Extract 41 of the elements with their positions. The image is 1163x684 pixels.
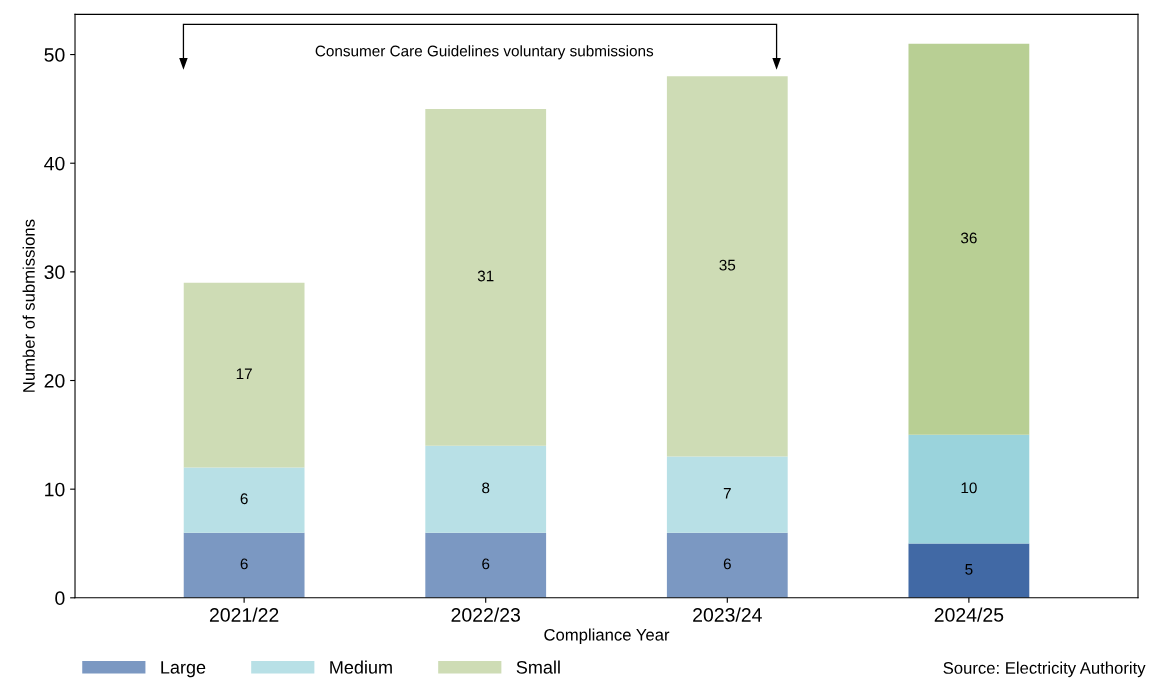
bar — [183, 467, 305, 533]
bar — [183, 282, 305, 468]
bar — [425, 445, 547, 533]
data-label: 31 — [477, 270, 494, 282]
data-label: 36 — [960, 232, 977, 244]
y-tick-label: 40 — [44, 156, 65, 171]
legend-label: Large — [161, 661, 206, 678]
annotation: Consumer Care Guidelines voluntary submissions — [315, 45, 654, 60]
bar — [425, 532, 547, 598]
x-tick-label: 2024/25 — [934, 607, 1004, 622]
x-tick-label: 2023/24 — [693, 607, 762, 622]
data-label: 6 — [240, 558, 248, 570]
bar — [908, 43, 1030, 435]
bar — [908, 434, 1030, 544]
data-label: 6 — [723, 558, 731, 570]
y-tick-label: 20 — [44, 373, 65, 388]
data-label: 6 — [482, 558, 490, 570]
bar — [666, 532, 788, 598]
y-axis-title: Number of submissions — [22, 219, 35, 392]
data-label: 7 — [723, 488, 731, 499]
data-label: 17 — [236, 368, 252, 380]
bar — [666, 76, 788, 457]
x-tick-label: 2021/22 — [209, 607, 279, 622]
y-tick-label: 50 — [44, 48, 65, 62]
data-label: 35 — [719, 259, 736, 271]
bar — [425, 108, 547, 446]
y-tick-label: 0 — [55, 591, 65, 606]
x-tick-label: 2022/23 — [451, 607, 520, 622]
bar — [666, 456, 788, 533]
bar — [183, 532, 305, 598]
y-tick-label: 30 — [44, 265, 65, 280]
data-label: 6 — [240, 493, 248, 505]
data-label: 10 — [961, 482, 977, 494]
y-tick-label: 10 — [45, 482, 65, 497]
legend-label: Medium — [330, 660, 392, 674]
source-note: Source: Electricity Authority — [943, 661, 1146, 678]
data-label: 5 — [965, 564, 973, 575]
x-axis-title: Compliance Year — [544, 628, 670, 644]
bar — [908, 543, 1030, 598]
legend-label: Small — [516, 660, 560, 674]
data-label: 8 — [482, 482, 490, 494]
